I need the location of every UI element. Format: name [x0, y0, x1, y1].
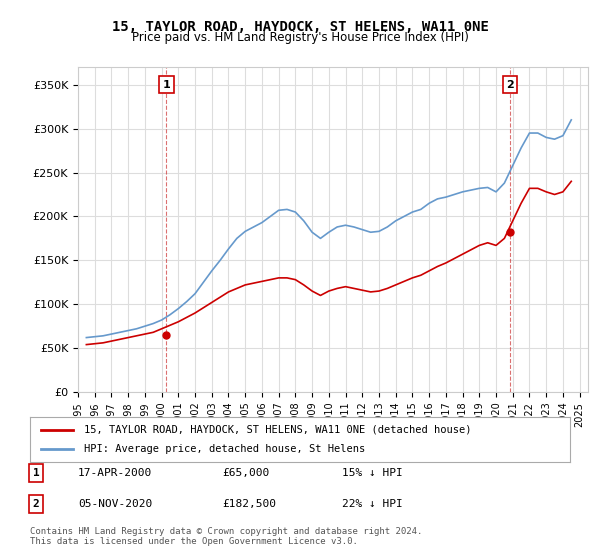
Text: 05-NOV-2020: 05-NOV-2020 [78, 499, 152, 509]
Text: 2: 2 [32, 499, 40, 509]
Text: 17-APR-2000: 17-APR-2000 [78, 468, 152, 478]
Text: 22% ↓ HPI: 22% ↓ HPI [342, 499, 403, 509]
Text: 15% ↓ HPI: 15% ↓ HPI [342, 468, 403, 478]
Text: 1: 1 [32, 468, 40, 478]
Text: £182,500: £182,500 [222, 499, 276, 509]
Text: £65,000: £65,000 [222, 468, 269, 478]
Text: 15, TAYLOR ROAD, HAYDOCK, ST HELENS, WA11 0NE: 15, TAYLOR ROAD, HAYDOCK, ST HELENS, WA1… [112, 20, 488, 34]
Text: 15, TAYLOR ROAD, HAYDOCK, ST HELENS, WA11 0NE (detached house): 15, TAYLOR ROAD, HAYDOCK, ST HELENS, WA1… [84, 424, 472, 435]
Text: 2: 2 [506, 80, 514, 90]
Text: Price paid vs. HM Land Registry's House Price Index (HPI): Price paid vs. HM Land Registry's House … [131, 31, 469, 44]
Text: HPI: Average price, detached house, St Helens: HPI: Average price, detached house, St H… [84, 445, 365, 455]
Text: 1: 1 [163, 80, 170, 90]
Text: Contains HM Land Registry data © Crown copyright and database right 2024.
This d: Contains HM Land Registry data © Crown c… [30, 526, 422, 546]
